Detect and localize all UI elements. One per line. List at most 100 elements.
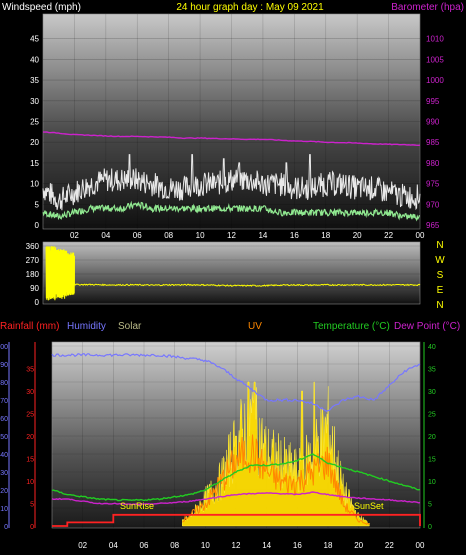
wind-tick-label: 5 xyxy=(35,200,40,209)
wind-x-tick-label: 08 xyxy=(164,231,173,240)
humidity-tick-label: 30 xyxy=(0,470,8,477)
humidity-tick-label: 40 xyxy=(0,452,8,459)
climate-x-tick-label: 06 xyxy=(140,541,149,550)
direction-panel xyxy=(42,241,421,305)
climate-x-tick-label: 12 xyxy=(232,541,241,550)
wind-x-tick-label: 14 xyxy=(258,231,267,240)
temperature-tick-label: 0 xyxy=(428,524,432,531)
direction-grid xyxy=(43,245,420,303)
wind-series xyxy=(42,131,421,222)
dewpoint-line xyxy=(51,491,421,506)
wind-tick-label: 15 xyxy=(30,159,39,168)
wind-tick-label: 25 xyxy=(30,118,39,127)
barometer-tick-label: 975 xyxy=(426,180,440,189)
humidity-tick-label: 90 xyxy=(0,362,8,369)
compass-letter: N xyxy=(436,240,443,251)
uv-line xyxy=(182,434,370,525)
climate-x-tick-label: 04 xyxy=(109,541,118,550)
wind-panel xyxy=(42,13,421,230)
wind-x-tick-label: 04 xyxy=(101,231,110,240)
windspeed-label: Windspeed (mph) xyxy=(2,2,81,13)
wind-x-tick-label: 18 xyxy=(321,231,330,240)
humidity-label: Humidity xyxy=(67,321,106,332)
humidity-tick-label: 50 xyxy=(0,434,8,441)
barometer-tick-label: 965 xyxy=(426,221,440,230)
wind-x-tick-label: 22 xyxy=(384,231,393,240)
humidity-tick-label: 20 xyxy=(0,488,8,495)
compass-letter: S xyxy=(437,270,444,281)
climate-x-tick-label: 22 xyxy=(385,541,394,550)
direction-early-line xyxy=(45,245,75,301)
wind-x-tick-label: 06 xyxy=(133,231,142,240)
rain-tick-label: 25 xyxy=(26,412,34,419)
solar-label: Solar xyxy=(118,321,142,332)
rainfall-line xyxy=(52,513,421,527)
graph-title: 24 hour graph day : May 09 2021 xyxy=(176,2,324,13)
climate-x-tick-label: 00 xyxy=(416,541,425,550)
barometer-tick-label: 995 xyxy=(426,97,440,106)
humidity-tick-label: 100 xyxy=(0,344,8,351)
rain-tick-label: 30 xyxy=(26,389,34,396)
climate-x-tick-label: 18 xyxy=(324,541,333,550)
dewpoint-label: Dew Point (°C) xyxy=(394,321,460,332)
rainfall-label: Rainfall (mm) xyxy=(0,321,59,332)
temperature-line xyxy=(51,453,421,502)
wind-x-tick-label: 10 xyxy=(196,231,205,240)
climate-x-axis: 02 04 06 08 10 12 14 16 18 20 22 00 xyxy=(78,541,425,550)
direction-series xyxy=(45,245,421,301)
compass-letter: E xyxy=(437,285,444,296)
wind-grid xyxy=(43,14,421,229)
humidity-tick-label: 0 xyxy=(4,524,8,531)
temperature-tick-label: 10 xyxy=(428,479,436,486)
rain-tick-label: 15 xyxy=(26,457,34,464)
wind-x-tick-label: 12 xyxy=(227,231,236,240)
direction-line xyxy=(74,283,421,287)
barometer-y-axis: 965 970 975 980 985 990 995 1000 1005 1010 xyxy=(426,35,444,230)
wind-x-tick-label: 02 xyxy=(70,231,79,240)
temperature-tick-label: 30 xyxy=(428,389,436,396)
uv-label: UV xyxy=(248,321,262,332)
direction-tick-label: 0 xyxy=(35,298,40,307)
wind-x-tick-label: 00 xyxy=(416,231,425,240)
humidity-tick-label: 60 xyxy=(0,416,8,423)
climate-series xyxy=(51,353,421,527)
temperature-tick-label: 25 xyxy=(428,412,436,419)
wind-x-axis: 02 04 06 08 10 12 14 16 18 20 22 00 xyxy=(70,231,425,240)
climate-axes: 0 10 20 30 40 50 60 70 80 90 100 0 5 10 15 20 25 30 35 0 5 10… xyxy=(0,342,436,531)
wind-tick-label: 20 xyxy=(30,138,39,147)
direction-y-axis: 0 90 180 270 360 xyxy=(26,242,40,307)
rain-tick-label: 20 xyxy=(26,434,34,441)
wind-tick-label: 30 xyxy=(30,97,39,106)
humidity-tick-label: 80 xyxy=(0,380,8,387)
temperature-tick-label: 20 xyxy=(428,434,436,441)
compass-letter: W xyxy=(435,255,445,266)
barometer-tick-label: 990 xyxy=(426,118,440,127)
direction-tick-label: 90 xyxy=(30,284,39,293)
climate-x-tick-label: 14 xyxy=(262,541,271,550)
climate-x-tick-label: 10 xyxy=(201,541,210,550)
climate-x-tick-label: 08 xyxy=(170,541,179,550)
temperature-tick-label: 40 xyxy=(428,344,436,351)
windspeed-line xyxy=(42,154,421,211)
direction-tick-label: 180 xyxy=(26,270,40,279)
compass-letter: N xyxy=(436,300,443,311)
wind-y-axis: 0 5 10 15 20 25 30 35 40 45 xyxy=(30,35,39,230)
humidity-tick-label: 70 xyxy=(0,398,8,405)
barometer-label: Barometer (hpa) xyxy=(391,2,464,13)
rain-tick-label: 10 xyxy=(26,479,34,486)
climate-x-tick-label: 16 xyxy=(293,541,302,550)
barometer-tick-label: 1005 xyxy=(426,55,444,64)
direction-tick-label: 360 xyxy=(26,242,40,251)
temperature-tick-label: 15 xyxy=(428,457,436,464)
rain-tick-label: 5 xyxy=(30,502,34,509)
rain-tick-label: 35 xyxy=(26,367,34,374)
barometer-tick-label: 970 xyxy=(426,200,440,209)
wind-tick-label: 40 xyxy=(30,55,39,64)
rain-tick-label: 0 xyxy=(30,524,34,531)
humidity-tick-label: 10 xyxy=(0,506,8,513)
barometer-tick-label: 1000 xyxy=(426,76,444,85)
wind-tick-label: 0 xyxy=(35,221,40,230)
temperature-tick-label: 35 xyxy=(428,367,436,374)
